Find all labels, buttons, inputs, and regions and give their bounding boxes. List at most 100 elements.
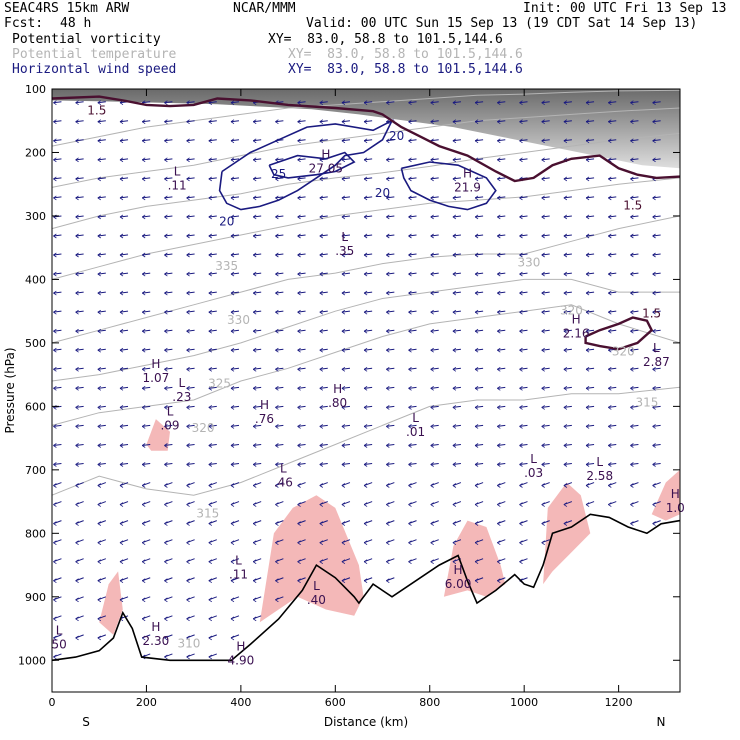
- wind-vector: [652, 272, 661, 275]
- wind-vector-head: [119, 157, 124, 163]
- wind-vector-head: [452, 347, 457, 353]
- wind-vector: [119, 443, 129, 446]
- wind-vector-head: [341, 252, 346, 258]
- wind-vector: [75, 158, 84, 161]
- wind-vector: [341, 310, 351, 313]
- wind-vector: [519, 443, 528, 446]
- wind-vector: [97, 329, 106, 332]
- wind-vector-head: [119, 176, 124, 182]
- wind-vector-head: [164, 521, 168, 526]
- wind-vector: [452, 348, 461, 351]
- wind-vector: [275, 310, 284, 313]
- wind-vector-head: [75, 328, 79, 334]
- wind-vector: [97, 158, 106, 161]
- wind-vector: [275, 443, 284, 446]
- theta-contour-325: [51, 278, 680, 382]
- wind-vector-head: [297, 483, 301, 488]
- wind-vector-head: [186, 424, 190, 429]
- wind-vector-head: [141, 176, 146, 182]
- wind-vector-head: [164, 290, 168, 296]
- wind-vector: [297, 215, 306, 218]
- wind-vector: [563, 348, 572, 351]
- wind-vector: [53, 462, 62, 465]
- wind-vector: [341, 367, 351, 370]
- wind-vector-head: [474, 385, 479, 391]
- wind-vector-head: [208, 366, 213, 372]
- wind-vector-head: [275, 502, 279, 507]
- wind-vector-head: [319, 483, 324, 488]
- wind-vector-head: [319, 176, 324, 182]
- wind-vector-head: [541, 138, 545, 144]
- wind-vector: [652, 348, 661, 351]
- wind-vector-head: [297, 578, 301, 584]
- wind-vector: [652, 405, 661, 408]
- wind-vector-head: [608, 290, 612, 296]
- wind-vector-head: [275, 521, 279, 526]
- wind-vector: [186, 158, 195, 161]
- contour-label: 1.5: [642, 307, 661, 321]
- wind-vector-head: [363, 405, 368, 410]
- wind-vector: [119, 158, 129, 161]
- wind-vector-head: [319, 521, 324, 526]
- wind-vector: [75, 101, 84, 104]
- wind-vector-head: [497, 521, 501, 526]
- wind-vector-head: [297, 271, 301, 277]
- extremum-value: 4.90: [228, 653, 255, 667]
- wind-vector-head: [519, 347, 523, 353]
- extremum-value: .01: [406, 425, 425, 439]
- wind-vector-head: [519, 214, 523, 220]
- wind-vector: [230, 405, 240, 408]
- wind-vector-head: [252, 462, 257, 467]
- wind-vector: [208, 462, 217, 465]
- wind-vector: [430, 272, 439, 275]
- wind-vector: [186, 101, 195, 104]
- wind-vector: [75, 272, 84, 275]
- shaded-region: [543, 482, 591, 585]
- wind-vector-head: [119, 483, 124, 488]
- wind-vector-head: [430, 483, 434, 488]
- wind-vector: [519, 405, 528, 408]
- wind-vector-head: [119, 502, 124, 507]
- wind-vector: [563, 234, 572, 237]
- wind-vector-head: [275, 597, 279, 603]
- model-name: SEAC4RS 15km ARW: [4, 1, 130, 16]
- wind-vector-head: [519, 405, 523, 410]
- contour-label: 20: [219, 214, 234, 228]
- wind-vector-head: [208, 462, 213, 467]
- wind-vector-head: [652, 214, 656, 220]
- wind-vector: [386, 101, 395, 104]
- wind-vector-head: [97, 405, 102, 410]
- wind-vector-head: [519, 195, 523, 201]
- wind-vector-head: [252, 616, 257, 622]
- wind-vector-head: [563, 502, 568, 507]
- wind-vector-head: [497, 424, 501, 429]
- wind-vector: [53, 120, 62, 123]
- wind-vector: [452, 462, 461, 465]
- wind-vector: [119, 272, 129, 275]
- wind-vector: [497, 310, 506, 313]
- wind-vector: [230, 291, 240, 294]
- wind-vector-head: [474, 100, 479, 106]
- wind-vector-head: [186, 328, 190, 334]
- wind-vector-head: [97, 578, 102, 584]
- wind-vector-head: [630, 521, 634, 526]
- wind-vector-head: [297, 309, 301, 315]
- wind-vector: [452, 443, 461, 446]
- wind-vector: [652, 367, 661, 370]
- contour-label: 320: [612, 345, 635, 359]
- wind-vector-head: [164, 616, 168, 622]
- wind-vector: [164, 272, 173, 275]
- wind-vector-head: [341, 347, 346, 353]
- wind-vector: [430, 405, 439, 408]
- wind-vector-head: [230, 157, 235, 163]
- wind-vector: [230, 386, 240, 389]
- wind-vector: [586, 443, 595, 446]
- wind-vector-head: [141, 443, 146, 448]
- wind-vector: [364, 215, 373, 218]
- wind-vector-head: [297, 328, 301, 334]
- wind-vector-head: [53, 424, 57, 429]
- wind-vector-head: [164, 100, 168, 106]
- wind-vector-head: [97, 233, 102, 239]
- wind-vector-head: [497, 252, 501, 258]
- wind-vector: [97, 120, 106, 123]
